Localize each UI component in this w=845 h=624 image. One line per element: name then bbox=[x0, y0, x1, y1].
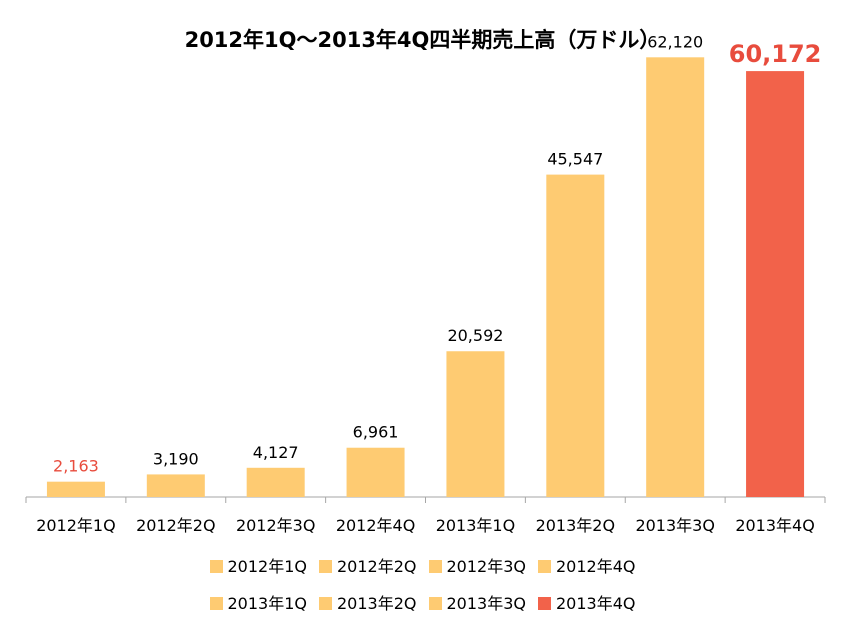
data-label-5: 20,592 bbox=[447, 326, 503, 345]
legend-label-3: 2012年3Q bbox=[446, 557, 527, 576]
data-label-8: 60,172 bbox=[729, 40, 822, 68]
legend-row-1: 2012年1Q 2012年2Q 2012年3Q 2012年4Q bbox=[0, 553, 845, 577]
bar-8 bbox=[746, 71, 805, 497]
legend-swatch-1 bbox=[209, 560, 223, 573]
x-tick-label-4: 2012年4Q bbox=[336, 516, 416, 535]
legend-label-6: 2013年2Q bbox=[337, 594, 417, 613]
legend-item-6: 2013年2Q bbox=[319, 590, 417, 614]
x-tick-label-7: 2013年3Q bbox=[635, 516, 715, 535]
legend-item-7: 2013年3Q bbox=[428, 590, 527, 614]
legend-item-5: 2013年1Q bbox=[209, 590, 308, 614]
data-label-3: 4,127 bbox=[253, 443, 299, 462]
legend-label-2: 2012年2Q bbox=[337, 557, 417, 576]
x-tick-label-5: 2013年1Q bbox=[436, 516, 516, 535]
legend-item-2: 2012年2Q bbox=[319, 553, 417, 577]
legend-swatch-5 bbox=[209, 597, 223, 610]
bar-7 bbox=[646, 57, 705, 497]
legend-item-1: 2012年1Q bbox=[209, 553, 308, 577]
bar-5 bbox=[446, 351, 505, 497]
legend-item-3: 2012年3Q bbox=[428, 553, 527, 577]
data-label-2: 3,190 bbox=[153, 449, 199, 468]
bar-4 bbox=[346, 447, 405, 497]
legend-label-8: 2013年4Q bbox=[556, 594, 636, 613]
legend-swatch-7 bbox=[428, 597, 442, 610]
legend-swatch-3 bbox=[428, 560, 442, 573]
legend-item-4: 2012年4Q bbox=[538, 553, 636, 577]
chart-title: 2012年1Q～2013年4Q四半期売上高（万ドル） bbox=[184, 28, 661, 52]
legend-label-1: 2012年1Q bbox=[227, 557, 308, 576]
legend-label-7: 2013年3Q bbox=[446, 594, 527, 613]
legend-label-4: 2012年4Q bbox=[556, 557, 636, 576]
data-label-7: 62,120 bbox=[647, 32, 703, 51]
x-tick-label-8: 2013年4Q bbox=[735, 516, 815, 535]
bar-3 bbox=[246, 467, 305, 497]
x-tick-label-6: 2013年2Q bbox=[536, 516, 616, 535]
data-label-6: 45,547 bbox=[547, 150, 603, 169]
legend-label-5: 2013年1Q bbox=[227, 594, 308, 613]
bar-2 bbox=[146, 474, 205, 497]
legend-swatch-2 bbox=[319, 560, 332, 573]
legend-swatch-8 bbox=[538, 597, 551, 610]
x-tick-label-2: 2012年2Q bbox=[136, 516, 216, 535]
x-tick-label-1: 2012年1Q bbox=[36, 516, 116, 535]
bar-6 bbox=[546, 174, 605, 497]
legend-swatch-4 bbox=[538, 560, 551, 573]
legend-swatch-6 bbox=[319, 597, 332, 610]
data-label-1: 2,163 bbox=[53, 457, 99, 476]
legend-item-8: 2013年4Q bbox=[538, 590, 636, 614]
legend-row-2: 2013年1Q 2013年2Q 2013年3Q 2013年4Q bbox=[0, 590, 845, 614]
data-label-4: 6,961 bbox=[353, 423, 399, 442]
x-tick-label-3: 2012年3Q bbox=[236, 516, 316, 535]
bar-1 bbox=[46, 481, 105, 497]
